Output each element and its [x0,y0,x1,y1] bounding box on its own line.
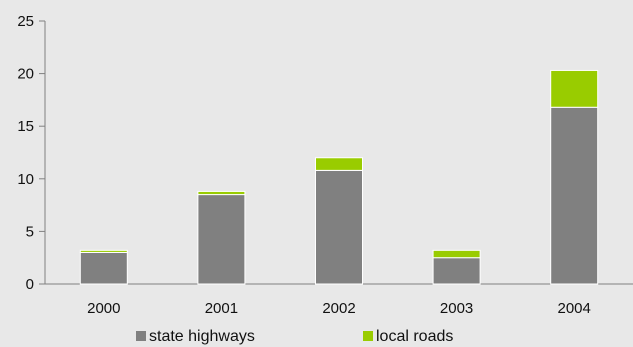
bars [79,69,599,285]
bar-state-highways-2002 [315,169,363,285]
x-tick-label: 2004 [558,300,591,317]
bar-state-highways-2000 [79,251,128,285]
bar-state-highways-2004 [550,106,599,285]
legend: state highways local roads [136,328,453,345]
bar-state-highways-2001 [197,194,246,285]
y-tick-label: 25 [17,13,34,30]
bar-local-roads-2000 [79,249,128,253]
legend-label-state-highways: state highways [149,328,255,345]
y-tick-label: 20 [17,66,34,83]
x-tick-label: 2000 [87,300,120,317]
bar-local-roads-2003 [432,249,481,259]
bar-local-roads-2002 [315,157,363,171]
y-tick-label: 5 [26,223,34,240]
y-tick-label: 10 [17,171,34,188]
x-tick-label: 2003 [440,300,473,317]
x-tick-label: 2001 [205,300,238,317]
x-tick-label: 2002 [322,300,355,317]
y-tick-label: 15 [17,118,34,135]
bar-state-highways-2003 [432,257,481,285]
y-axis: 0 5 10 15 20 25 [17,13,46,293]
legend-label-local-roads: local roads [376,328,453,345]
y-tick-label: 0 [26,276,34,293]
x-axis: 2000 2001 2002 2003 2004 [45,283,633,317]
legend-swatch-state-highways [136,331,146,341]
legend-swatch-local-roads [363,331,373,341]
bar-local-roads-2004 [550,69,599,108]
bar-local-roads-2001 [197,190,246,196]
